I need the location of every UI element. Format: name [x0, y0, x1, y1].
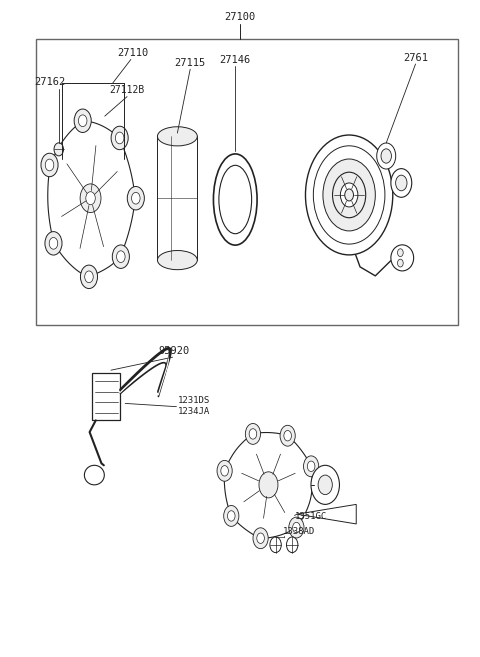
- Polygon shape: [224, 432, 312, 538]
- Ellipse shape: [84, 465, 104, 485]
- Circle shape: [377, 143, 396, 169]
- Circle shape: [305, 135, 393, 255]
- Circle shape: [270, 537, 281, 553]
- Circle shape: [303, 456, 319, 477]
- Bar: [36, 39, 458, 325]
- Circle shape: [132, 193, 140, 204]
- Circle shape: [280, 425, 295, 446]
- Circle shape: [127, 187, 144, 210]
- Circle shape: [84, 271, 93, 283]
- Circle shape: [397, 249, 403, 257]
- Circle shape: [228, 510, 235, 521]
- Ellipse shape: [157, 127, 197, 146]
- Text: 1338AD: 1338AD: [283, 527, 315, 535]
- Circle shape: [41, 153, 58, 177]
- Text: 27100: 27100: [224, 12, 256, 22]
- Circle shape: [112, 245, 130, 269]
- Circle shape: [117, 251, 125, 263]
- Circle shape: [111, 126, 128, 150]
- Text: 27112B: 27112B: [109, 85, 144, 95]
- Circle shape: [396, 175, 407, 191]
- Text: 2761: 2761: [403, 53, 428, 62]
- Circle shape: [249, 429, 257, 439]
- Circle shape: [45, 232, 62, 255]
- Circle shape: [318, 475, 332, 495]
- Ellipse shape: [391, 245, 414, 271]
- Polygon shape: [297, 505, 356, 524]
- Circle shape: [293, 522, 300, 533]
- Text: 1351GC: 1351GC: [295, 512, 327, 521]
- Circle shape: [81, 265, 97, 288]
- Circle shape: [74, 109, 91, 133]
- Circle shape: [345, 189, 353, 201]
- Ellipse shape: [214, 154, 257, 245]
- Circle shape: [257, 533, 264, 543]
- Circle shape: [323, 159, 375, 231]
- Text: 27146: 27146: [220, 55, 251, 64]
- Ellipse shape: [157, 250, 197, 269]
- Circle shape: [80, 184, 101, 213]
- Circle shape: [115, 132, 124, 144]
- Circle shape: [217, 461, 232, 481]
- Circle shape: [307, 461, 315, 472]
- Ellipse shape: [219, 166, 252, 234]
- Circle shape: [381, 149, 392, 163]
- Circle shape: [284, 430, 291, 441]
- Circle shape: [311, 465, 339, 505]
- Circle shape: [397, 259, 403, 267]
- Circle shape: [86, 192, 96, 205]
- Polygon shape: [48, 122, 134, 275]
- Text: 27162: 27162: [35, 78, 66, 87]
- Circle shape: [391, 169, 412, 197]
- Circle shape: [78, 115, 87, 127]
- Circle shape: [245, 424, 261, 444]
- Circle shape: [287, 537, 298, 553]
- Bar: [157, 136, 197, 260]
- Circle shape: [49, 237, 58, 249]
- Circle shape: [340, 183, 358, 207]
- Text: 27110: 27110: [118, 48, 149, 58]
- Text: 1231DS: 1231DS: [178, 396, 210, 405]
- Circle shape: [224, 505, 239, 526]
- Circle shape: [221, 466, 228, 476]
- Circle shape: [259, 472, 278, 498]
- Circle shape: [333, 172, 366, 217]
- Circle shape: [54, 143, 63, 156]
- Circle shape: [289, 517, 304, 538]
- Bar: [92, 373, 120, 420]
- Text: 27115: 27115: [175, 58, 206, 68]
- Circle shape: [313, 146, 385, 244]
- Circle shape: [45, 159, 54, 171]
- Text: 95920: 95920: [158, 346, 189, 356]
- Text: 1234JA: 1234JA: [178, 407, 210, 416]
- Circle shape: [253, 528, 268, 549]
